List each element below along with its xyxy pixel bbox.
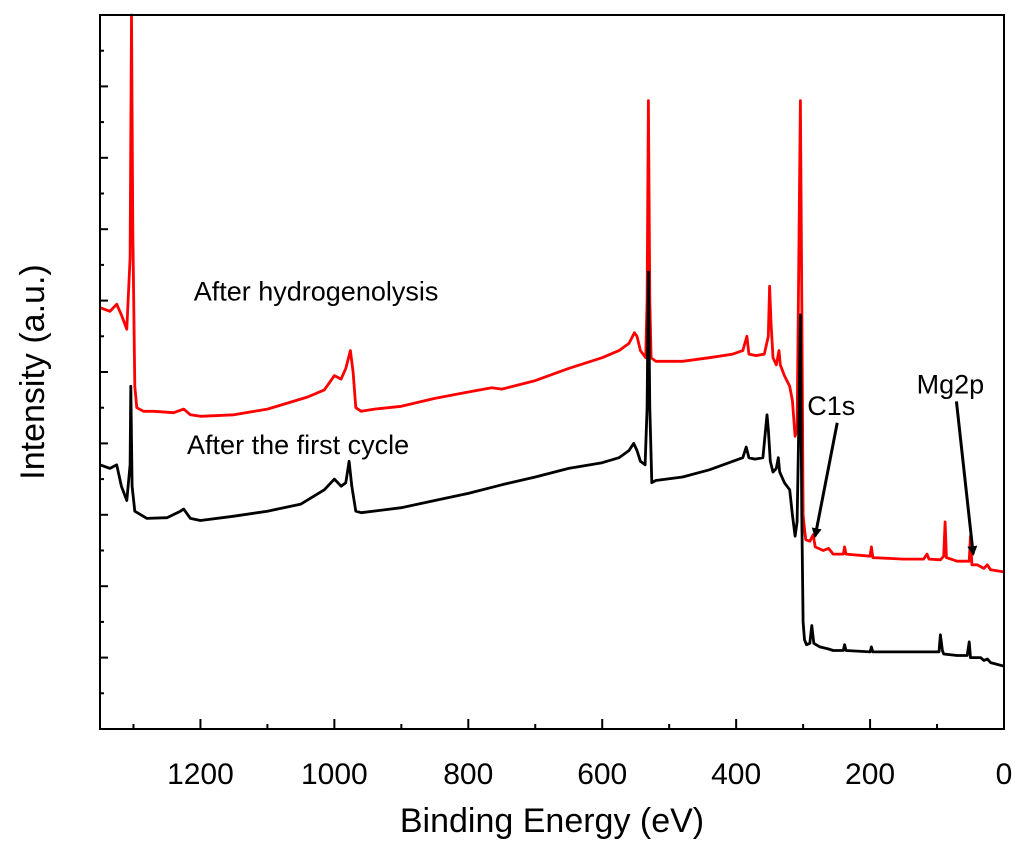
series-line-after-the-first-cycle (99, 270, 1005, 668)
annotation-after-the-first-cycle: After the first cycle (187, 430, 409, 460)
x-axis-title: Binding Energy (eV) (400, 802, 704, 840)
annotations: After hydrogenolysis After the first cycl… (187, 277, 985, 557)
x-tick-label: 1200 (167, 758, 234, 791)
annotation-arrow-c1s (811, 422, 839, 539)
annotation-after-hydrogenolysis: After hydrogenolysis (194, 277, 439, 307)
x-tick-label: 800 (443, 758, 493, 791)
series-line-after-hydrogenolysis (99, 13, 1005, 574)
annotation-arrow-mg2p (954, 401, 978, 557)
y-axis-title: Intensity (a.u.) (14, 264, 52, 479)
x-tick-label: 200 (845, 758, 895, 791)
x-tick-label: 1000 (301, 758, 368, 791)
axis-ticks (100, 14, 1005, 730)
x-tick-label: 600 (577, 758, 627, 791)
data-series (99, 13, 1005, 668)
x-tick-label: 0 (996, 758, 1013, 791)
annotation-mg2p: Mg2p (917, 369, 985, 399)
plot-area-frame (99, 14, 1005, 730)
annotation-c1s: C1s (807, 391, 855, 421)
x-tick-label: 400 (711, 758, 761, 791)
x-tick-labels: 1200 1000 800 600 400 200 0 (167, 758, 1012, 791)
